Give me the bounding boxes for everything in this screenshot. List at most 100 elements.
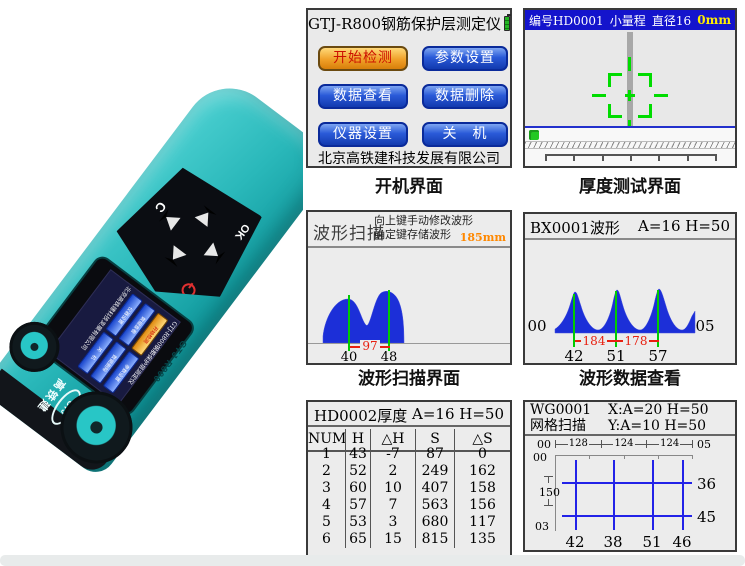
horizontal-rebar-line [562,515,692,517]
x-spacing-row: 128 124 124 [555,439,693,449]
table-cell: 135 [454,531,510,548]
grid-header: WG0001 X:A=20 H=50 网格扫描 Y:A=10 H=50 [525,402,735,436]
probe-position-icon [529,130,539,140]
serial-label: 编号HD0001 [529,13,604,28]
end-label: 05 [695,317,715,335]
table-cell: 7 [370,497,415,514]
table-cell: 3 [322,480,331,496]
battery-icon [504,14,511,31]
thickness-screen: 编号HD0001 小量程 直径16 0mm [523,8,737,168]
table-cell: -7 [370,446,415,463]
ok-button[interactable]: OK [232,221,252,242]
start-label: 00 [527,317,547,335]
vertical-rebar-line [613,460,615,530]
instrument-settings-button[interactable]: 仪器设置 [318,122,408,147]
table-cell: 1 [322,446,331,462]
table-cell: 249 [415,463,454,480]
spacing-line [575,340,659,342]
diameter-label: 直径16 [651,13,692,28]
horizontal-rebar-line [562,482,692,484]
table-header: HD0002厚度 A=16 H=50 [308,402,510,427]
table-cell: 10 [370,480,415,497]
table-cell: 162 [454,463,510,480]
start-detect-button[interactable]: 开始检测 [318,46,408,71]
grid-plot: 00 128 124 124 05 00 150 [525,438,735,551]
company-name: 北京高铁建科技发展有限公司 [318,151,500,167]
thickness-caption: 厚度测试界面 [579,177,681,196]
wave-view-caption: 波形数据查看 [579,369,681,388]
table-cell: 65 [345,531,370,548]
depth-readout: 185mm [459,231,506,244]
peak-marker [348,295,350,351]
table-cell: 60 [345,480,370,497]
peak-depth-label: 40 [340,350,358,365]
column-header: S [415,429,454,452]
data-view-button[interactable]: 数据查看 [318,84,408,109]
baseline [308,343,510,344]
wave-view-params: A=16 H=50 [638,217,730,235]
surface-line [525,126,735,128]
table-cell: 15 [370,531,415,548]
data-delete-button[interactable]: 数据删除 [422,84,508,109]
vertical-rebar-line [575,460,577,530]
y-spacing-value: 150 [539,486,560,499]
y-start-label: 00 [533,451,547,464]
arrow-up-button[interactable] [195,205,217,227]
peak-depth-label: 51 [606,347,626,365]
vertical-rebar-line [652,460,654,530]
table-cell: 158 [454,480,510,497]
table-cell: 117 [454,514,510,531]
column-header: △H [370,429,415,452]
wave-scan-header: 波形扫描 向上键手动修改波形 确定键存储波形 185mm [308,212,510,248]
grid-x-params: X:A=20 H=50 [608,402,709,418]
x-spacing-value: 124 [660,438,680,449]
x-spacing-value: 128 [568,438,588,449]
peak-depth-label: 42 [564,347,584,365]
device-photo: OK C GTJ-R800钢筋保护层测定仪 开始检测 参数设置 数据查看 数据删… [0,0,303,566]
table-cell: 680 [415,514,454,531]
column-header: H [345,429,370,452]
waveform-svg [322,291,405,344]
wave-scan-caption: 波形扫描界面 [358,369,460,388]
hint-line-2: 确定键存储波形 [374,228,451,241]
menu-caption: 开机界面 [375,177,443,196]
peak-marker [615,291,617,347]
power-off-button[interactable]: 关 机 [422,122,508,147]
table-cell: 3 [370,514,415,531]
menu-button-grid: 开始检测 参数设置 数据查看 数据删除 仪器设置 关 机 [318,46,508,147]
table-cell: 6 [322,531,331,547]
peak-marker [657,290,659,347]
menu-title: GTJ-R800钢筋保护层测定仪 [308,15,501,33]
wave-scan-plot: 97 40 48 [308,248,510,365]
column-header: △S [454,429,510,452]
spacing-value: 178 [623,334,649,348]
menu-screen: GTJ-R800钢筋保护层测定仪 开始检测 参数设置 数据查看 数据删除 仪器设… [306,8,512,168]
arrow-down-button[interactable] [165,245,187,267]
page-bottom-strip [0,555,745,566]
menu-title-row: GTJ-R800钢筋保护层测定仪 [308,13,511,34]
grid-scan-screen: WG0001 X:A=20 H=50 网格扫描 Y:A=10 H=50 00 1… [523,400,737,552]
table-cell: 156 [454,497,510,514]
wave-view-title: BX0001波形 [530,219,620,237]
grid-y-params: Y:A=10 H=50 [608,418,707,434]
waveform-svg [554,288,696,334]
wave-view-plot: 00 05 184 178 42 51 57 [525,240,735,365]
peak-marker [388,290,390,351]
x-start-label: 00 [537,438,551,451]
y-end-label: 03 [535,520,549,533]
table-cell: 4 [322,497,331,513]
table-screen: HD0002厚度 A=16 H=50 NUM H △H S △S 1 43 -7… [306,400,512,557]
grid-subtitle: 网格扫描 [530,418,586,434]
x-spacing-value: 124 [614,438,634,449]
peak-depth-label: 48 [380,350,398,365]
scale-ruler [545,154,717,163]
grid-title: WG0001 [530,402,592,418]
table-cell: 815 [415,531,454,548]
wave-view-header: BX0001波形 A=16 H=50 [525,214,735,240]
device: OK C GTJ-R800钢筋保护层测定仪 开始检测 参数设置 数据查看 数据删… [0,70,303,480]
param-settings-button[interactable]: 参数设置 [422,46,508,71]
data-table: NUM H △H S △S 1 43 -7 87 0 2 52 2 249 16… [308,429,510,548]
spacing-value: 97 [360,340,380,352]
arrow-right-button[interactable] [204,243,226,265]
